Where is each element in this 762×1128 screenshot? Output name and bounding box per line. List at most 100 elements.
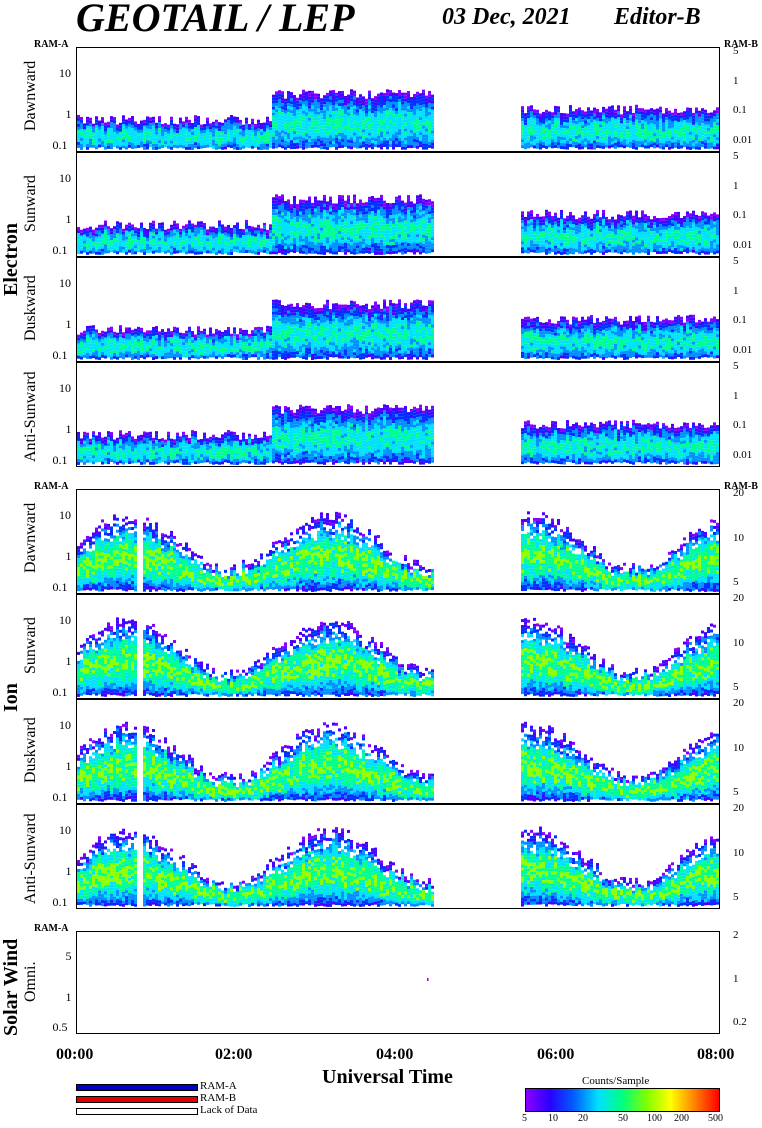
right-tick-i4-0: 20 xyxy=(733,802,744,814)
panel-label-e2: Sunward xyxy=(22,175,40,232)
plot-date: 03 Dec, 2021 xyxy=(442,4,571,31)
right-tick-e2-3: 0.01 xyxy=(733,239,752,251)
left-tick-i2-2: 0.1 xyxy=(53,685,68,700)
sw-point xyxy=(427,978,429,981)
right-tick-sw-2: 0.2 xyxy=(733,1016,747,1028)
left-tick-i1-0: 10 xyxy=(59,508,71,523)
right-tick-i2-2: 5 xyxy=(733,681,739,693)
left-tick-e1-0: 10 xyxy=(59,66,71,81)
right-tick-i4-1: 10 xyxy=(733,847,744,859)
ram-a-label-ion: RAM-A xyxy=(34,481,68,492)
ram-a-label-top: RAM-A xyxy=(34,39,68,50)
panel-label-i1: Dawnward xyxy=(22,502,40,572)
right-tick-i1-2: 5 xyxy=(733,576,739,588)
right-tick-e2-1: 1 xyxy=(733,180,739,192)
panel-i3 xyxy=(76,699,720,804)
colorbar-tick-3: 50 xyxy=(618,1113,628,1124)
right-tick-sw-0: 2 xyxy=(733,929,739,941)
left-tick-i4-2: 0.1 xyxy=(53,895,68,910)
right-tick-i3-1: 10 xyxy=(733,742,744,754)
left-tick-i2-0: 10 xyxy=(59,613,71,628)
colorbar-tick-2: 20 xyxy=(578,1113,588,1124)
panel-label-e1: Dawnward xyxy=(22,60,40,130)
left-tick-i3-1: 1 xyxy=(66,759,72,774)
right-tick-i3-2: 5 xyxy=(733,786,739,798)
colorbar-tick-1: 10 xyxy=(548,1113,558,1124)
left-tick-sw-1: 1 xyxy=(66,990,72,1005)
x-tick-1: 02:00 xyxy=(215,1046,252,1064)
right-tick-i2-1: 10 xyxy=(733,637,744,649)
legend-ram-b-label: RAM-B xyxy=(200,1092,236,1104)
legend-ram-a-swatch xyxy=(76,1084,198,1091)
left-tick-sw-2: 0.5 xyxy=(53,1020,68,1035)
left-tick-e1-1: 1 xyxy=(66,107,72,122)
left-tick-i1-2: 0.1 xyxy=(53,580,68,595)
right-tick-e2-0: 5 xyxy=(733,150,739,162)
left-tick-e1-2: 0.1 xyxy=(53,138,68,153)
right-tick-e4-3: 0.01 xyxy=(733,449,752,461)
right-tick-e4-0: 5 xyxy=(733,360,739,372)
legend-lack-swatch xyxy=(76,1108,198,1115)
legend-ram-a-label: RAM-A xyxy=(200,1080,237,1092)
left-tick-e4-1: 1 xyxy=(66,422,72,437)
left-tick-i2-1: 1 xyxy=(66,654,72,669)
right-tick-e4-2: 0.1 xyxy=(733,419,747,431)
left-tick-e3-2: 0.1 xyxy=(53,348,68,363)
x-tick-3: 06:00 xyxy=(537,1046,574,1064)
group-solar-wind: Solar Wind xyxy=(0,939,23,1036)
left-tick-e2-1: 1 xyxy=(66,212,72,227)
x-tick-2: 04:00 xyxy=(376,1046,413,1064)
right-tick-e3-1: 1 xyxy=(733,285,739,297)
panel-i1 xyxy=(76,489,720,594)
panel-label-e4: Anti-Sunward xyxy=(22,371,40,462)
ram-strip-ion xyxy=(76,483,718,497)
panel-label-e3: Duskward xyxy=(22,275,40,341)
panel-label-i2: Sunward xyxy=(22,617,40,674)
colorbar-tick-0: 5 xyxy=(522,1113,527,1124)
ram-strip-electron xyxy=(76,41,718,55)
right-tick-e1-3: 0.01 xyxy=(733,134,752,146)
x-tick-0: 00:00 xyxy=(56,1046,93,1064)
panel-label-i4: Anti-Sunward xyxy=(22,813,40,904)
plot-editor: Editor-B xyxy=(614,4,701,31)
right-tick-e4-1: 1 xyxy=(733,390,739,402)
right-tick-e1-2: 0.1 xyxy=(733,104,747,116)
left-tick-i3-0: 10 xyxy=(59,718,71,733)
group-ion: Ion xyxy=(0,683,23,712)
panel-e3 xyxy=(76,257,720,362)
left-tick-i3-2: 0.1 xyxy=(53,790,68,805)
right-tick-i3-0: 20 xyxy=(733,697,744,709)
colorbar-tick-5: 200 xyxy=(674,1113,689,1124)
left-tick-e2-2: 0.1 xyxy=(53,243,68,258)
colorbar-tick-6: 500 xyxy=(708,1113,723,1124)
panel-e4 xyxy=(76,362,720,467)
ram-b-label-ion: RAM-B xyxy=(724,481,758,492)
group-electron: Electron xyxy=(0,223,23,296)
left-tick-sw-0: 5 xyxy=(66,949,72,964)
right-tick-e1-1: 1 xyxy=(733,75,739,87)
right-tick-i2-0: 20 xyxy=(733,592,744,604)
left-tick-i1-1: 1 xyxy=(66,549,72,564)
colorbar-tick-4: 100 xyxy=(647,1113,662,1124)
plot-title: GEOTAIL / LEP xyxy=(76,0,355,41)
right-tick-i4-2: 5 xyxy=(733,891,739,903)
ram-b-label-top: RAM-B xyxy=(724,39,758,50)
ram-strip-sw xyxy=(76,925,718,939)
colorbar xyxy=(525,1088,720,1112)
left-tick-e3-0: 10 xyxy=(59,276,71,291)
right-tick-i1-0: 20 xyxy=(733,487,744,499)
legend-lack-label: Lack of Data xyxy=(200,1104,257,1116)
x-axis-label: Universal Time xyxy=(322,1066,453,1089)
colorbar-title: Counts/Sample xyxy=(582,1075,649,1087)
left-tick-i4-0: 10 xyxy=(59,823,71,838)
right-tick-sw-1: 1 xyxy=(733,973,739,985)
left-tick-i4-1: 1 xyxy=(66,864,72,879)
right-tick-e2-2: 0.1 xyxy=(733,209,747,221)
right-tick-i1-1: 10 xyxy=(733,532,744,544)
panel-i2 xyxy=(76,594,720,699)
panel-label-sw: Omni. xyxy=(22,961,40,1001)
x-tick-4: 08:00 xyxy=(697,1046,734,1064)
panel-sw xyxy=(76,931,720,1034)
left-tick-e2-0: 10 xyxy=(59,171,71,186)
left-tick-e4-2: 0.1 xyxy=(53,453,68,468)
